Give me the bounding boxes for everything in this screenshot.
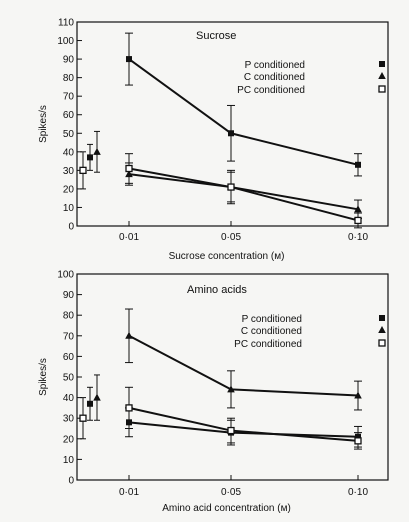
data-point [227,385,235,393]
y-tick-label: 30 [63,414,75,425]
y-tick-label: 0 [68,222,74,233]
y-tick-label: 100 [57,36,74,47]
data-point [354,205,362,213]
y-tick-label: 110 [58,18,74,29]
series-3 [79,151,362,229]
data-point [228,130,234,137]
plot-frame [76,273,389,481]
legend-marker [379,315,385,321]
legend-marker [378,326,386,333]
y-tick-label: 90 [63,290,75,301]
data-point [354,216,362,225]
series-line [128,421,359,438]
y-tick-label: 70 [63,92,75,103]
x-tick-label: 0·10 [348,232,368,243]
data-point [355,161,361,168]
legend-marker [378,72,386,79]
y-tick-label: 30 [63,166,75,177]
y-tick-label: 20 [63,434,75,445]
y-tick-label: 100 [57,270,74,281]
baseline-point [79,414,87,422]
y-tick-label: 40 [63,147,75,158]
y-tick-label: 50 [63,129,75,140]
baseline-point [93,393,101,401]
x-tick-label: 0·01 [119,232,139,243]
series-3 [79,386,362,450]
chart-panel-2: 0 10 20 30 40 50 60 70 80 90 100 0·01 0·05 0·10 Spikes… [38,270,389,514]
data-point [354,437,362,445]
legend-marker [379,61,385,67]
x-axis-title: Sucrose concentration (м) [169,251,285,262]
y-tick-label: 60 [63,110,75,121]
x-axis-title: Amino acid concentration (м) [162,503,291,514]
y-axis-title: Spikes/s [38,358,49,396]
y-tick-label: 0 [68,476,74,487]
x-tick-label: 0·05 [221,487,241,498]
series-line [128,173,359,211]
data-point [227,426,235,435]
legend-label: P conditioned [245,60,305,71]
x-tick-label: 0·10 [348,487,368,498]
chart-title: Sucrose [196,30,236,42]
baseline-point [87,154,93,161]
legend-label: P conditioned [242,314,302,325]
y-tick-label: 40 [63,393,75,404]
series-2 [93,308,362,421]
x-tick-label: 0·05 [221,232,241,243]
baseline-point [87,400,93,407]
y-tick-label: 80 [63,73,75,84]
series-2 [93,130,362,220]
legend-label: C conditioned [241,326,302,337]
data-point [126,56,132,63]
y-tick-label: 70 [63,331,75,342]
y-tick-label: 10 [63,455,75,466]
data-point [354,391,362,399]
data-point [125,164,133,173]
data-point [125,331,133,339]
y-axis-title: Spikes/s [38,105,49,143]
chart-panel-1: 0 10 20 30 40 50 60 70 80 90 100 110 0·01 0·05 0·10 Spi… [38,18,389,262]
data-point [227,183,235,191]
y-tick-label: 80 [63,311,75,322]
chart-title: Amino acids [187,284,247,296]
y-tick-label: 60 [63,352,75,363]
data-point [125,404,133,412]
y-tick-label: 90 [63,55,75,66]
x-tick-label: 0·01 [119,487,139,498]
legend-label: C conditioned [244,72,305,83]
legend-marker [378,339,386,347]
series-line [128,167,359,222]
legend-marker [378,85,386,93]
legend-label: PC conditioned [237,85,305,96]
y-tick-label: 20 [63,184,75,195]
series-1 [87,32,362,177]
legend-label: PC conditioned [234,339,302,350]
plot-frame [76,21,389,227]
baseline-point [79,166,87,175]
y-tick-label: 10 [63,203,75,214]
y-tick-label: 50 [63,373,75,384]
baseline-point [93,147,101,155]
